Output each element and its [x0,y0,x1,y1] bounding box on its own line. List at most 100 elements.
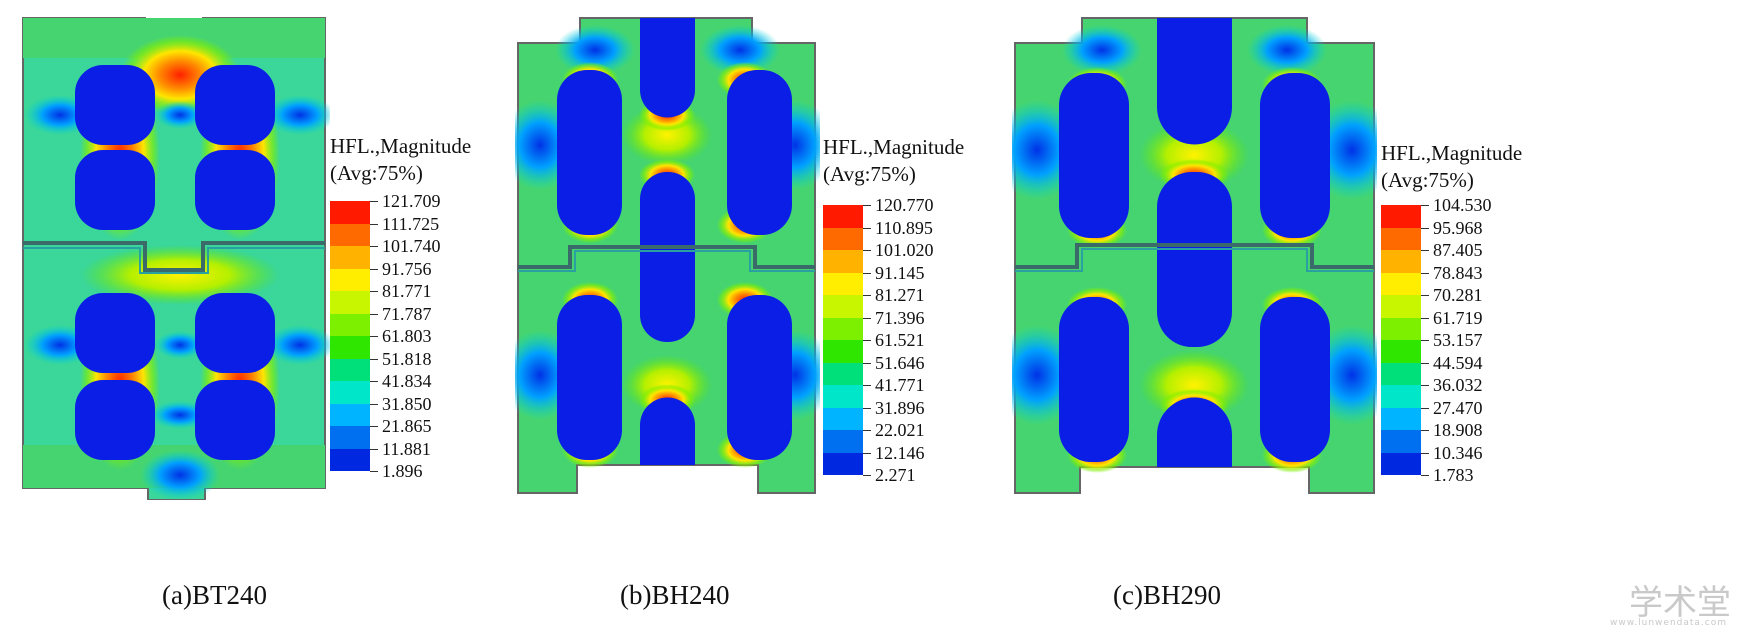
legend-swatch [1381,362,1421,385]
legend-tick [370,246,378,247]
legend-swatch [330,313,370,336]
legend-swatch [823,340,863,363]
legend-value: 78.843 [1433,262,1483,283]
legend-tick [1421,272,1429,274]
legend-bh290: HFL.,Magnitude (Avg:75%) 104.530 95.968 87… [1381,140,1523,484]
legend-swatch [1381,430,1421,453]
caption-a: (a)BT240 [162,580,267,610]
legend-swatch [330,358,370,381]
heat-flux-contour-bh290 [1012,17,1377,494]
legend-tick [1421,407,1429,409]
legend-value: 81.271 [875,285,925,305]
legend-swatch [823,317,863,340]
legend-value: 70.281 [1433,285,1483,305]
legend-tick [370,336,378,337]
legend-value: 27.470 [1433,397,1483,418]
legend-tick [863,295,871,296]
legend-swatch [823,250,863,273]
legend-value: 120.770 [875,195,934,215]
legend-swatch [1381,272,1421,295]
legend-swatch [823,407,863,430]
legend-swatch [1381,340,1421,363]
legend-tick [1421,205,1429,206]
legend-value: 71.396 [875,307,925,328]
legend-value: 31.896 [875,397,925,418]
legend-bh240: HFL.,Magnitude (Avg:75%) 120.770 110.895 1… [823,134,965,484]
legend-tick [863,250,871,251]
legend-tick [370,223,378,225]
legend-value: 81.771 [382,281,432,301]
legend-tick [1421,430,1429,431]
legend-tick [863,227,871,229]
legend-value: 121.709 [382,191,441,211]
panel-bt240: HFL.,Magnitude (Avg:75%) 121.709 111.725 1… [0,0,560,639]
legend-tick [863,475,871,476]
legend-swatch [330,336,370,359]
legend-swatch [1381,385,1421,408]
legend-tick [1421,227,1429,229]
caption-c: (c)BH290 [1113,580,1221,610]
legend-value: 101.740 [382,236,441,256]
legend-value: 110.895 [875,217,933,238]
legend-value: 87.405 [1433,240,1483,260]
legend-swatch [823,362,863,385]
legend-swatch [823,452,863,475]
legend-value: 91.756 [382,258,432,279]
legend-tick [1421,250,1429,251]
legend-swatch [1381,452,1421,475]
caption-b: (b)BH240 [620,580,730,610]
legend-value: 61.719 [1433,307,1483,328]
legend-value: 22.021 [875,420,925,440]
heat-flux-contour-bt240 [22,17,330,500]
legend-value: 101.020 [875,240,934,260]
legend-swatch [330,448,370,471]
legend-swatch [1381,227,1421,250]
legend-value: 41.771 [875,375,925,395]
legend-value: 71.787 [382,303,432,324]
legend-bt240: HFL.,Magnitude (Avg:75%) 121.709 111.725 1… [330,133,471,480]
legend-value: 21.865 [382,416,432,436]
legend-tick [863,407,871,409]
legend-value: 111.725 [382,213,440,234]
legend-tick [1421,475,1429,476]
legend-tick [1421,295,1429,296]
legend-value: 51.818 [382,348,432,369]
legend-swatch [1381,407,1421,430]
legend-title: HFL.,Magnitude [823,135,965,159]
legend-swatch [330,201,370,224]
legend-tick [370,471,378,472]
legend-value: 53.157 [1433,330,1483,350]
legend-value: 11.881 [382,438,431,459]
legend-title: HFL.,Magnitude [1381,141,1523,165]
legend-tick [1421,362,1429,364]
legend-value: 18.908 [1433,420,1483,440]
legend-swatch [1381,205,1421,228]
legend-value: 10.346 [1433,442,1483,463]
legend-swatch [330,381,370,404]
legend-tick [370,291,378,292]
legend-value: 36.032 [1433,375,1483,395]
legend-value: 104.530 [1433,195,1492,215]
color-scale: 120.770 110.895 101.020 91.145 81.271 71.396 6… [823,196,934,484]
legend-subtitle: (Avg:75%) [823,162,916,186]
heat-flux-contour-bh240 [515,17,820,494]
legend-tick [863,317,871,319]
legend-swatch [823,295,863,318]
legend-swatch [823,430,863,453]
legend-value: 61.803 [382,326,432,346]
legend-swatch [823,385,863,408]
legend-subtitle: (Avg:75%) [1381,168,1474,192]
legend-value: 91.145 [875,262,925,283]
legend-swatch [823,272,863,295]
legend-tick [863,340,871,341]
legend-swatch [330,426,370,449]
legend-value: 41.834 [382,371,432,391]
legend-tick [863,452,871,454]
legend-value: 61.521 [875,330,925,350]
legend-tick [863,272,871,274]
legend-value: 95.968 [1433,217,1483,238]
legend-tick [370,381,378,382]
legend-tick [370,358,378,360]
legend-tick [370,268,378,270]
